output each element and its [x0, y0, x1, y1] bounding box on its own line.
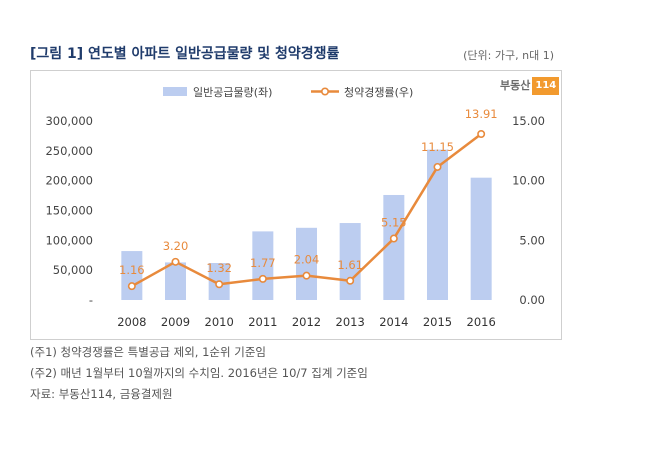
legend-bar-swatch	[163, 87, 187, 96]
logo-number: 114	[532, 77, 560, 95]
y-left-tick-label: 100,000	[45, 233, 93, 247]
data-label: 1.32	[206, 261, 232, 275]
chart-legend: 일반공급물량(좌) 청약경쟁률(우)	[163, 85, 413, 99]
bar	[470, 177, 492, 300]
x-tick-label: 2009	[161, 315, 190, 329]
y-right-tick-label: 0.00	[519, 293, 545, 307]
data-label: 1.61	[337, 258, 363, 272]
y-left-tick-label: 300,000	[45, 114, 93, 128]
x-tick-label: 2012	[292, 315, 321, 329]
footnote-source: 자료: 부동산114, 금융결제원	[30, 387, 173, 401]
y-right-tick-label: 5.00	[519, 233, 545, 247]
bar	[121, 251, 143, 300]
data-label: 3.20	[163, 239, 189, 253]
legend-bar-label: 일반공급물량(좌)	[193, 85, 272, 99]
x-tick-label: 2010	[205, 315, 234, 329]
bar	[427, 149, 448, 300]
line-point	[433, 162, 442, 171]
y-left-tick-label: 150,000	[45, 204, 93, 218]
bar	[383, 194, 405, 300]
data-label: 5.15	[381, 216, 407, 230]
line-point	[389, 234, 398, 243]
brand-logo: 부동산 114	[500, 77, 560, 95]
data-label: 1.16	[119, 263, 145, 277]
line-point	[477, 130, 486, 139]
y-left-tick-label: -	[89, 293, 93, 307]
x-tick-label: 2014	[379, 315, 408, 329]
line-point	[127, 282, 136, 291]
legend-line-label: 청약경쟁률(우)	[344, 85, 413, 99]
footnotes: (주1) 청약경쟁률은 특별공급 제외, 1순위 기준임 (주2) 매년 1월부…	[30, 342, 368, 405]
x-tick-label: 2008	[117, 315, 146, 329]
y-left-tick-label: 50,000	[53, 263, 93, 277]
x-tick-label: 2013	[336, 315, 365, 329]
data-label: 11.15	[421, 140, 454, 154]
footnote-1: (주1) 청약경쟁률은 특별공급 제외, 1순위 기준임	[30, 345, 266, 359]
unit-note: (단위: 가구, n대 1)	[463, 49, 554, 62]
line-point	[258, 274, 267, 283]
legend-line-marker	[320, 87, 329, 96]
data-label: 2.04	[294, 253, 320, 267]
y-axis-left: - 50,000 100,000 150,000 200,000 250,000 300,0…	[45, 114, 93, 307]
logo-word: 부동산	[500, 79, 531, 92]
line-series: 1.16 3.20 1.32 1.77 2.04 1.61 5.15 11.15 13.91	[119, 107, 498, 291]
y-left-tick-label: 250,000	[45, 144, 93, 158]
line-point	[346, 276, 355, 285]
line-point	[215, 280, 224, 289]
y-right-tick-label: 10.00	[512, 174, 545, 188]
x-tick-label: 2015	[423, 315, 452, 329]
bar	[252, 231, 274, 300]
data-label: 1.77	[250, 256, 276, 270]
line-point	[171, 257, 180, 266]
chart-title: [그림 1] 연도별 아파트 일반공급물량 및 청약경쟁률	[30, 46, 340, 62]
bar	[296, 227, 317, 300]
y-axis-right: 0.00 5.00 10.00 15.00	[512, 114, 545, 307]
x-tick-label: 2016	[467, 315, 496, 329]
bar	[165, 262, 186, 300]
x-axis: 2008 2009 2010 2011 2012 2013 2014 2015 2016	[117, 315, 496, 329]
line-point	[302, 271, 311, 280]
x-tick-label: 2011	[248, 315, 277, 329]
data-label: 13.91	[465, 107, 498, 121]
footnote-2: (주2) 매년 1월부터 10월까지의 수치임. 2016년은 10/7 집계 …	[30, 366, 368, 380]
y-right-tick-label: 15.00	[512, 114, 545, 128]
y-left-tick-label: 200,000	[45, 174, 93, 188]
bar-series	[121, 149, 492, 300]
